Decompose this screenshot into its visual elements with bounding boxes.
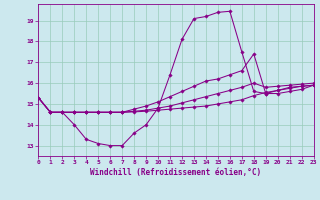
X-axis label: Windchill (Refroidissement éolien,°C): Windchill (Refroidissement éolien,°C)	[91, 168, 261, 177]
